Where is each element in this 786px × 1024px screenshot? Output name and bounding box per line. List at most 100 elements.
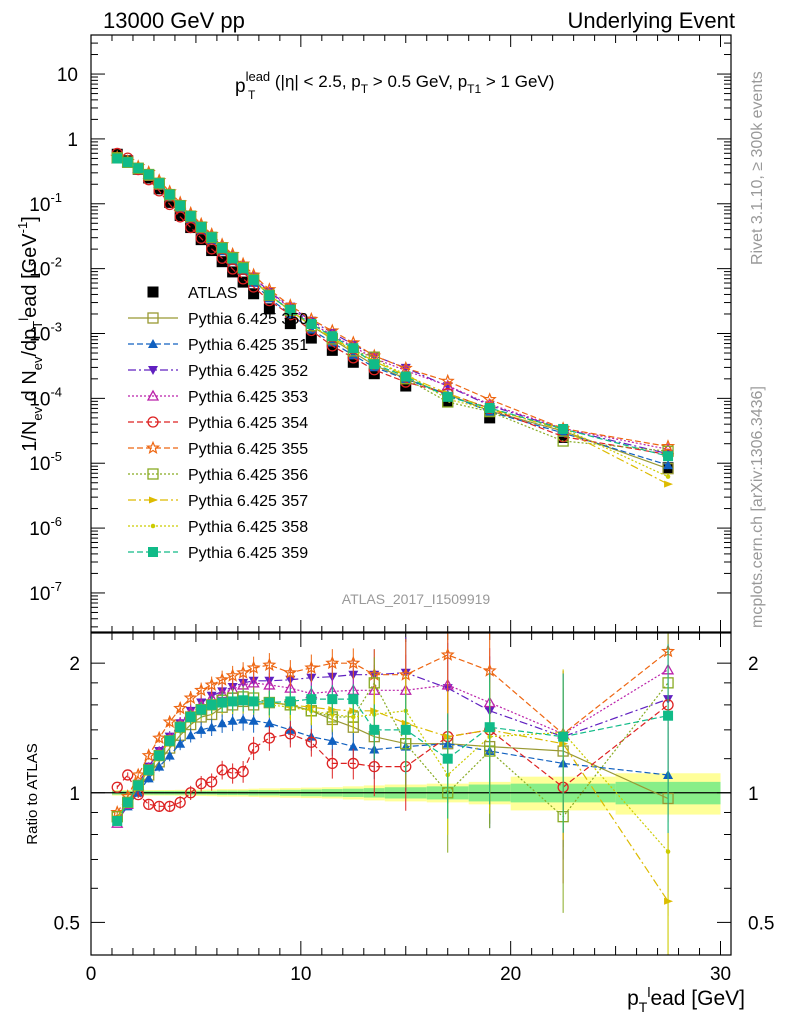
ratio-point bbox=[183, 690, 198, 705]
main-point bbox=[217, 243, 228, 254]
ratio-point bbox=[346, 655, 361, 670]
ratio-point bbox=[305, 736, 317, 748]
main-point bbox=[327, 331, 338, 342]
legend-entry: Pythia 6.425 359 bbox=[128, 545, 308, 562]
ratio-point bbox=[164, 800, 176, 812]
main-point bbox=[248, 288, 260, 300]
main-point bbox=[227, 266, 239, 278]
main-y-tick-label: 10-3 bbox=[29, 320, 62, 346]
ratio-point bbox=[162, 714, 177, 729]
main-point bbox=[206, 232, 217, 243]
ratio-point bbox=[262, 657, 277, 672]
ratio-point bbox=[663, 710, 674, 721]
legend-marker bbox=[147, 468, 159, 480]
main-series-7 bbox=[111, 152, 674, 457]
ratio-point bbox=[351, 714, 356, 720]
main-series bbox=[110, 147, 676, 488]
main-point bbox=[400, 371, 411, 382]
main-series-5 bbox=[111, 147, 674, 461]
ratio-point bbox=[330, 712, 335, 717]
main-point bbox=[663, 451, 674, 462]
legend-label: Pythia 6.425 358 bbox=[188, 519, 308, 536]
legend-marker bbox=[147, 312, 159, 324]
main-series-line bbox=[117, 157, 669, 455]
ratio-series-5 bbox=[111, 633, 674, 884]
main-point bbox=[369, 359, 380, 370]
ratio-point bbox=[175, 722, 186, 733]
ratio-point bbox=[164, 750, 175, 760]
ratio-point bbox=[143, 764, 154, 775]
ratio-point bbox=[226, 767, 239, 779]
ratio-point bbox=[248, 715, 259, 725]
legend-marker bbox=[148, 547, 158, 557]
legend-label: Pythia 6.425 352 bbox=[188, 363, 308, 380]
main-point bbox=[143, 169, 154, 180]
main-point bbox=[664, 480, 674, 488]
ratio-point bbox=[484, 722, 495, 733]
legend-entry: Pythia 6.425 354 bbox=[128, 415, 308, 432]
legend-marker bbox=[150, 523, 156, 529]
legend-entry: ATLAS bbox=[147, 285, 238, 302]
ratio-point bbox=[164, 735, 175, 746]
ratio-point bbox=[227, 715, 238, 725]
ratio-point bbox=[143, 798, 155, 810]
main-point bbox=[442, 396, 454, 408]
legend-marker bbox=[148, 366, 158, 375]
main-point bbox=[442, 391, 453, 402]
ratio-point bbox=[325, 655, 340, 670]
main-y-tick-label: 10-4 bbox=[29, 384, 62, 410]
ratio-point bbox=[195, 778, 207, 790]
ratio-point bbox=[204, 677, 219, 691]
main-series-line bbox=[116, 152, 669, 456]
ratio-point bbox=[246, 660, 261, 674]
legend-label: Pythia 6.425 350 bbox=[188, 311, 308, 328]
legend-entry: Pythia 6.425 351 bbox=[128, 337, 308, 354]
ratio-point bbox=[206, 776, 218, 788]
main-point bbox=[306, 318, 317, 329]
main-point bbox=[122, 157, 133, 168]
xlabel: pTlead [GeV] bbox=[627, 984, 745, 1015]
ratio-series-8 bbox=[113, 675, 674, 955]
x-tick-label: 20 bbox=[500, 964, 521, 985]
main-point bbox=[206, 245, 218, 257]
x-tick-label: 10 bbox=[290, 964, 311, 985]
legend-label: Pythia 6.425 357 bbox=[188, 493, 308, 510]
ratio-point bbox=[283, 665, 298, 679]
ratio-point bbox=[216, 764, 228, 776]
main-point bbox=[174, 209, 186, 221]
ratio-point bbox=[215, 672, 230, 686]
ratio-point bbox=[175, 738, 186, 748]
main-point bbox=[284, 318, 296, 330]
main-axis-ticks: 10 1 10-1 10-2 10-3 10-4 10-5 10-6 10-7 bbox=[29, 34, 731, 632]
ratio-point bbox=[368, 760, 380, 773]
ratio-point bbox=[217, 697, 228, 708]
ratio-point bbox=[236, 665, 251, 679]
legend-entry: Pythia 6.425 353 bbox=[128, 389, 308, 406]
ratio-point bbox=[185, 711, 196, 722]
legend-label: Pythia 6.425 359 bbox=[188, 545, 308, 562]
main-y-tick-label: 10-6 bbox=[29, 514, 62, 540]
ratio-series-10 bbox=[112, 644, 674, 834]
ratio-y-tick-label: 2 bbox=[69, 654, 80, 675]
main-point bbox=[195, 234, 207, 246]
ratio-y-tick-label-right: 0.5 bbox=[748, 913, 774, 934]
ratio-y-tick-label: 1 bbox=[69, 784, 80, 805]
ratio-point bbox=[263, 678, 276, 690]
main-point bbox=[164, 189, 175, 200]
main-point bbox=[237, 276, 249, 288]
ratio-point bbox=[154, 750, 165, 761]
ratio-point bbox=[326, 757, 338, 770]
legend-entry: Pythia 6.425 350 bbox=[128, 311, 308, 328]
main-point bbox=[557, 435, 569, 447]
main-ylabel: 1/Nev d Nev/dpTlead [GeV-1] bbox=[15, 216, 45, 452]
legend-entry: Pythia 6.425 356 bbox=[128, 467, 308, 484]
legend-label: ATLAS bbox=[188, 285, 238, 302]
ratio-point bbox=[143, 773, 154, 783]
ratio-point bbox=[185, 787, 197, 799]
main-panel: 10 1 10-1 10-2 10-3 10-4 10-5 10-6 10-7 plead (|… bbox=[15, 34, 732, 633]
ratio-y-tick-label: 0.5 bbox=[54, 913, 80, 934]
main-point bbox=[398, 360, 413, 375]
main-y-tick-label: 10-7 bbox=[29, 579, 62, 605]
ratio-point bbox=[174, 796, 186, 809]
